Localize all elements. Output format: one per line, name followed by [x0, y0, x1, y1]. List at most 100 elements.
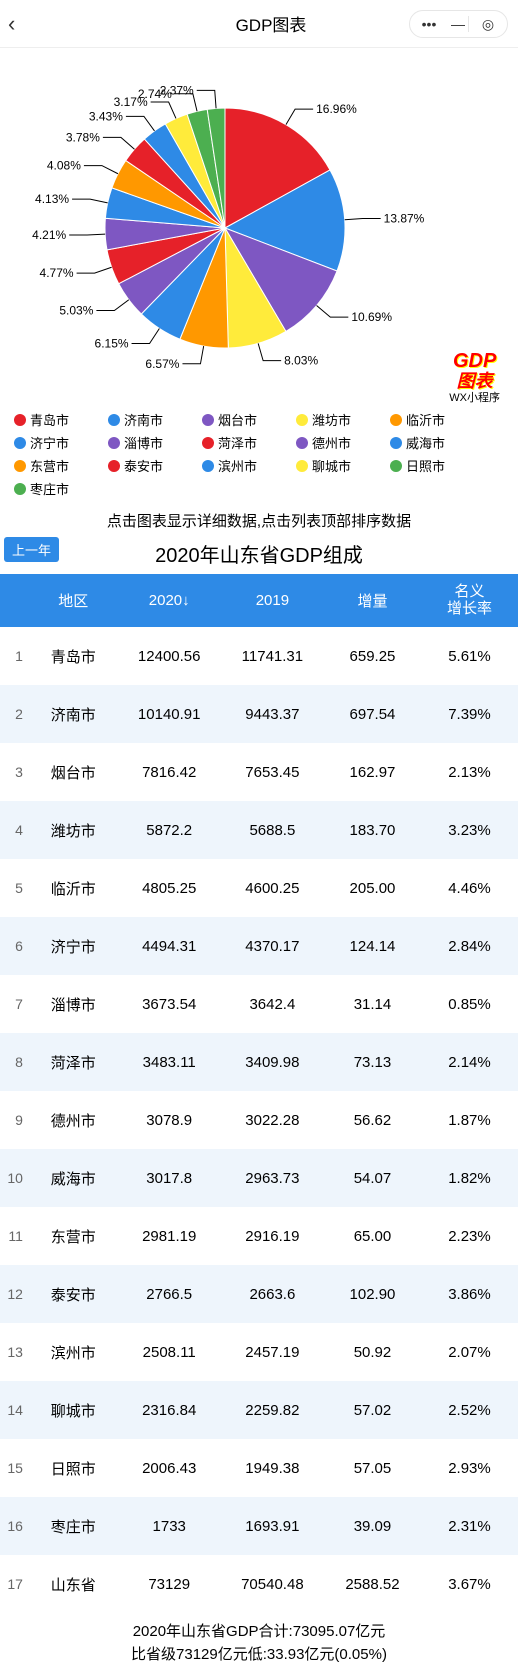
cell-2020: 2508.11 [118, 1323, 221, 1381]
capsule-menu-icon[interactable]: ••• [410, 16, 448, 32]
legend-label: 聊城市 [312, 456, 351, 475]
legend-item[interactable]: 泰安市 [108, 456, 196, 475]
cell-idx: 12 [0, 1265, 29, 1323]
cell-2020: 1733 [118, 1497, 221, 1555]
legend-item[interactable]: 济南市 [108, 410, 196, 429]
cell-rate: 1.82% [421, 1149, 518, 1207]
cell-delta: 205.00 [324, 859, 421, 917]
cell-delta: 65.00 [324, 1207, 421, 1265]
legend-swatch [14, 414, 26, 426]
table-row[interactable]: 3烟台市7816.427653.45162.972.13% [0, 743, 518, 801]
cell-idx: 9 [0, 1091, 29, 1149]
legend-item[interactable]: 济宁市 [14, 433, 102, 452]
cell-region: 济南市 [29, 685, 118, 743]
table-row[interactable]: 5临沂市4805.254600.25205.004.46% [0, 859, 518, 917]
capsule-close-icon[interactable]: ◎ [469, 16, 507, 33]
legend-swatch [390, 460, 402, 472]
cell-2020: 12400.56 [118, 627, 221, 685]
legend-label: 济南市 [124, 410, 163, 429]
table-row[interactable]: 10威海市3017.82963.7354.071.82% [0, 1149, 518, 1207]
table-row[interactable]: 14聊城市2316.842259.8257.022.52% [0, 1381, 518, 1439]
cell-delta: 39.09 [324, 1497, 421, 1555]
legend-item[interactable]: 淄博市 [108, 433, 196, 452]
table-row[interactable]: 8菏泽市3483.113409.9873.132.14% [0, 1033, 518, 1091]
table-row[interactable]: 1青岛市12400.5611741.31659.255.61% [0, 627, 518, 685]
cell-idx: 11 [0, 1207, 29, 1265]
table-row[interactable]: 12泰安市2766.52663.6102.903.86% [0, 1265, 518, 1323]
col-region[interactable]: 地区 [29, 574, 118, 627]
cell-rate: 2.13% [421, 743, 518, 801]
legend-item[interactable]: 枣庄市 [14, 479, 102, 498]
cell-region: 临沂市 [29, 859, 118, 917]
cell-2019: 2916.19 [221, 1207, 324, 1265]
pie-label: 4.08% [47, 159, 81, 173]
cell-region: 济宁市 [29, 917, 118, 975]
legend-item[interactable]: 东营市 [14, 456, 102, 475]
back-icon[interactable]: ‹ [8, 11, 32, 37]
legend-swatch [390, 437, 402, 449]
watermark-l2: 图表 [449, 372, 500, 392]
table-row[interactable]: 11东营市2981.192916.1965.002.23% [0, 1207, 518, 1265]
table-title-row: 上一年 2020年山东省GDP组成 [0, 537, 518, 574]
legend-swatch [296, 437, 308, 449]
cell-2019: 11741.31 [221, 627, 324, 685]
capsule-minus-icon[interactable]: — [448, 16, 468, 32]
col-rate[interactable]: 名义 增长率 [421, 574, 518, 627]
cell-delta: 2588.52 [324, 1555, 421, 1613]
cell-delta: 73.13 [324, 1033, 421, 1091]
cell-2020: 3017.8 [118, 1149, 221, 1207]
cell-region: 威海市 [29, 1149, 118, 1207]
table-title: 2020年山东省GDP组成 [155, 545, 363, 567]
col-delta[interactable]: 增量 [324, 574, 421, 627]
legend-item[interactable]: 菏泽市 [202, 433, 290, 452]
legend-item[interactable]: 日照市 [390, 456, 478, 475]
pie-leader [132, 328, 160, 343]
pie-leader [286, 109, 313, 125]
legend-item[interactable]: 潍坊市 [296, 410, 384, 429]
legend-swatch [202, 414, 214, 426]
table-row[interactable]: 16枣庄市17331693.9139.092.31% [0, 1497, 518, 1555]
table-row[interactable]: 7淄博市3673.543642.431.140.85% [0, 975, 518, 1033]
legend-item[interactable]: 德州市 [296, 433, 384, 452]
table-row[interactable]: 6济宁市4494.314370.17124.142.84% [0, 917, 518, 975]
prev-year-button[interactable]: 上一年 [4, 537, 59, 562]
pie-chart[interactable]: 16.96%13.87%10.69%8.03%6.57%6.15%5.03%4.… [0, 48, 518, 408]
cell-region: 菏泽市 [29, 1033, 118, 1091]
col-2020[interactable]: 2020↓ [118, 574, 221, 627]
cell-delta: 124.14 [324, 917, 421, 975]
legend-swatch [296, 460, 308, 472]
table-row[interactable]: 4潍坊市5872.25688.5183.703.23% [0, 801, 518, 859]
cell-delta: 697.54 [324, 685, 421, 743]
cell-delta: 57.02 [324, 1381, 421, 1439]
legend-item[interactable]: 威海市 [390, 433, 478, 452]
cell-2020: 4494.31 [118, 917, 221, 975]
legend-label: 滨州市 [218, 456, 257, 475]
table-row[interactable]: 9德州市3078.93022.2856.621.87% [0, 1091, 518, 1149]
legend-item[interactable]: 烟台市 [202, 410, 290, 429]
watermark: GDP 图表 WX小程序 [449, 350, 500, 404]
watermark-l1: GDP [449, 350, 500, 372]
cell-2020: 73129 [118, 1555, 221, 1613]
legend-label: 枣庄市 [30, 479, 69, 498]
cell-idx: 5 [0, 859, 29, 917]
legend-label: 威海市 [406, 433, 445, 452]
pie-leader [84, 166, 118, 174]
table-row[interactable]: 15日照市2006.431949.3857.052.93% [0, 1439, 518, 1497]
pie-label: 13.87% [384, 211, 425, 225]
cell-rate: 2.14% [421, 1033, 518, 1091]
legend-item[interactable]: 聊城市 [296, 456, 384, 475]
cell-2020: 2316.84 [118, 1381, 221, 1439]
legend-item[interactable]: 青岛市 [14, 410, 102, 429]
gdp-table: 地区 2020↓ 2019 增量 名义 增长率 1青岛市12400.561174… [0, 574, 518, 1613]
col-2019[interactable]: 2019 [221, 574, 324, 627]
cell-2019: 2663.6 [221, 1265, 324, 1323]
table-header[interactable]: 地区 2020↓ 2019 增量 名义 增长率 [0, 574, 518, 627]
legend-swatch [14, 460, 26, 472]
pie-leader [77, 267, 112, 273]
table-row[interactable]: 2济南市10140.919443.37697.547.39% [0, 685, 518, 743]
legend-item[interactable]: 临沂市 [390, 410, 478, 429]
legend-item[interactable]: 滨州市 [202, 456, 290, 475]
table-row[interactable]: 13滨州市2508.112457.1950.922.07% [0, 1323, 518, 1381]
legend-label: 青岛市 [30, 410, 69, 429]
table-row[interactable]: 17山东省7312970540.482588.523.67% [0, 1555, 518, 1613]
